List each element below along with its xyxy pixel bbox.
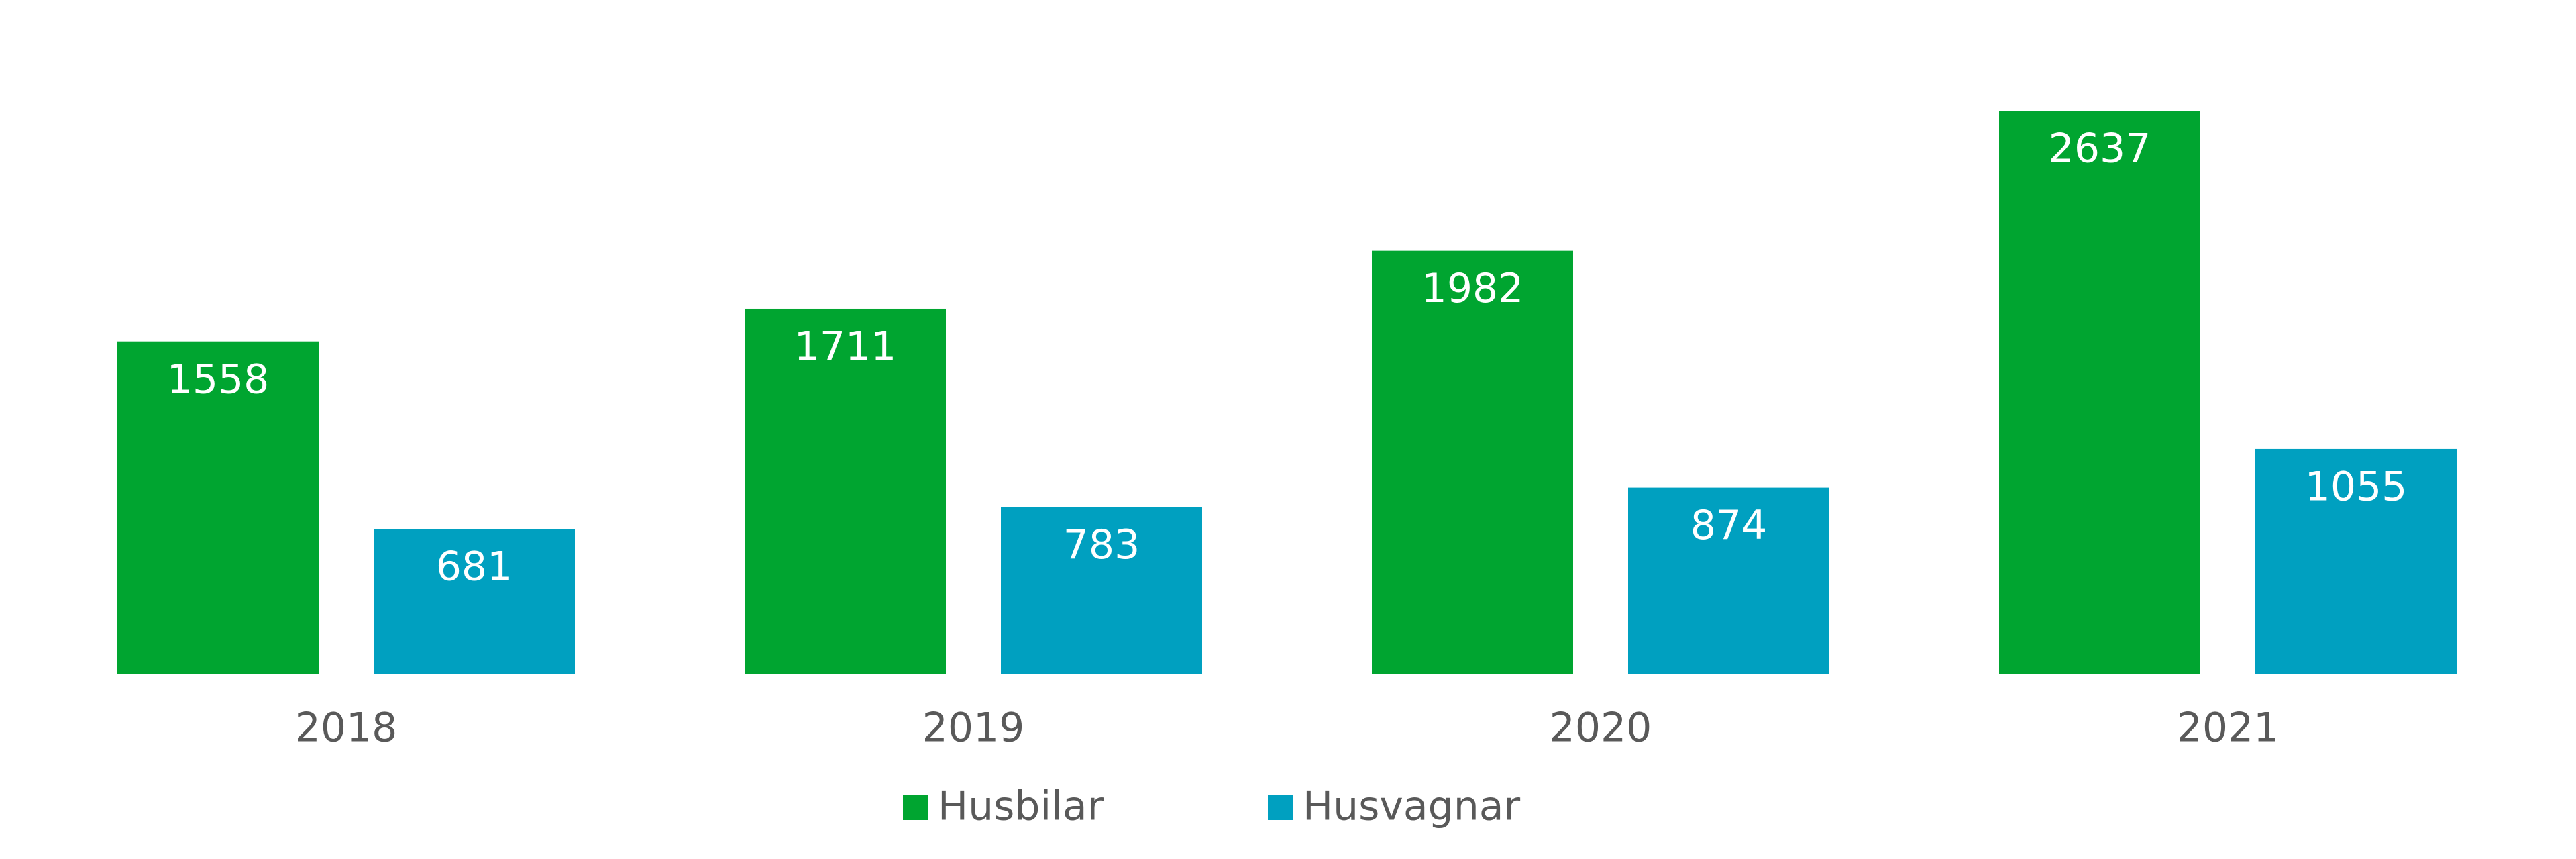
legend: Husbilar Husvagnar [903, 783, 1521, 830]
bar-husvagnar-2019 [1001, 507, 1202, 674]
x-tick-label-2019: 2019 [922, 705, 1025, 752]
data-label-husbilar-2020: 1982 [1421, 265, 1524, 312]
data-label-husvagnar-2018: 681 [436, 544, 513, 591]
legend-label-husbilar: Husbilar [938, 783, 1104, 830]
bar-husbilar-2020 [1372, 250, 1573, 674]
data-label-husvagnar-2021: 1055 [2305, 464, 2408, 511]
bar-husvagnar-2021 [2255, 448, 2457, 674]
bar-husvagnar-2018 [374, 529, 575, 674]
legend-label-husvagnar: Husvagnar [1303, 783, 1521, 830]
data-label-husvagnar-2019: 783 [1063, 521, 1140, 568]
bar-husbilar-2019 [745, 308, 946, 674]
data-label-husbilar-2021: 2637 [2049, 125, 2151, 172]
x-tick-label-2020: 2020 [1550, 705, 1652, 752]
bar-husbilar-2018 [117, 341, 319, 674]
legend-swatch-husvagnar [1268, 795, 1293, 820]
x-tick-label-2021: 2021 [2177, 705, 2279, 752]
data-label-husbilar-2018: 1558 [167, 356, 270, 403]
x-axis-tick-labels: 2018 2019 2020 2021 [295, 705, 2279, 752]
bar-husvagnar-2020 [1628, 487, 1829, 674]
data-labels-group: 1558 681 1711 783 1982 874 2637 1055 [167, 125, 2408, 591]
x-tick-label-2018: 2018 [295, 705, 398, 752]
data-label-husvagnar-2020: 874 [1690, 502, 1768, 549]
bar-husbilar-2021 [1999, 111, 2200, 674]
data-label-husbilar-2019: 1711 [794, 323, 897, 370]
legend-swatch-husbilar [903, 795, 928, 820]
bars-group [117, 111, 2457, 674]
